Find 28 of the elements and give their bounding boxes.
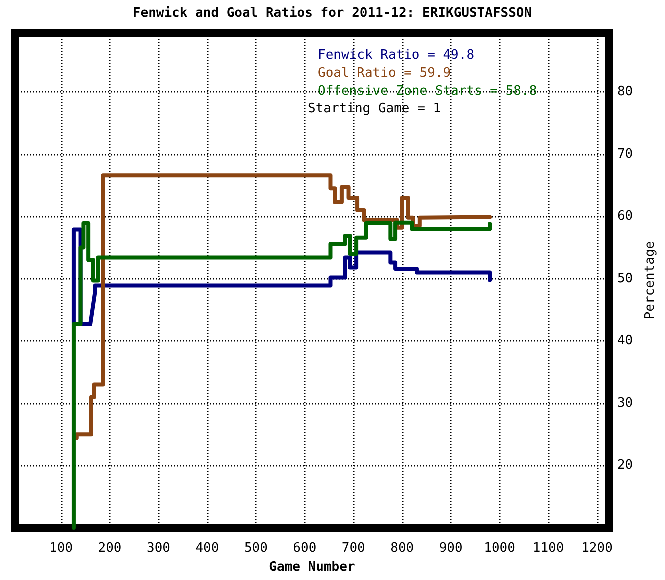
x-tick-label: 400 (196, 541, 220, 556)
x-tick-label: 700 (342, 541, 366, 556)
annotation: Starting Game = 1 (308, 102, 442, 116)
x-tick-label: 1100 (532, 541, 564, 556)
y-tick-label: 70 (617, 146, 634, 162)
y-tick-label: 20 (617, 458, 634, 474)
x-tick-label: 500 (244, 541, 268, 556)
y-tick-label: 40 (617, 334, 634, 349)
y-axis-title: Percentage (643, 241, 658, 320)
x-tick-label: 800 (390, 541, 414, 556)
x-tick-label: 100 (50, 541, 74, 556)
chart-title: Fenwick and Goal Ratios for 2011-12: ERIKGUSTAFSSON (132, 6, 532, 21)
line-series (74, 174, 492, 440)
x-tick-label: 300 (146, 541, 170, 556)
text: Goal Ratio = 59.9 (318, 66, 452, 81)
y-tick-label: 30 (617, 396, 634, 411)
y-tick-label: 80 (617, 84, 634, 100)
x-axis-title: Game Number (269, 560, 356, 575)
x-tick-label: 900 (439, 541, 463, 556)
x-tick-label: 200 (98, 541, 122, 556)
x-tick-label: 600 (293, 541, 317, 556)
text: Offensive Zone Starts = 58.8 (318, 84, 538, 99)
x-tick-label: 1000 (484, 541, 516, 556)
x-tick-label: 1200 (582, 541, 613, 556)
text: Fenwick Ratio = 49.8 (318, 48, 475, 63)
y-tick-label: 60 (617, 209, 634, 224)
line-series (72, 220, 492, 530)
y-tick-label: 50 (617, 271, 634, 286)
